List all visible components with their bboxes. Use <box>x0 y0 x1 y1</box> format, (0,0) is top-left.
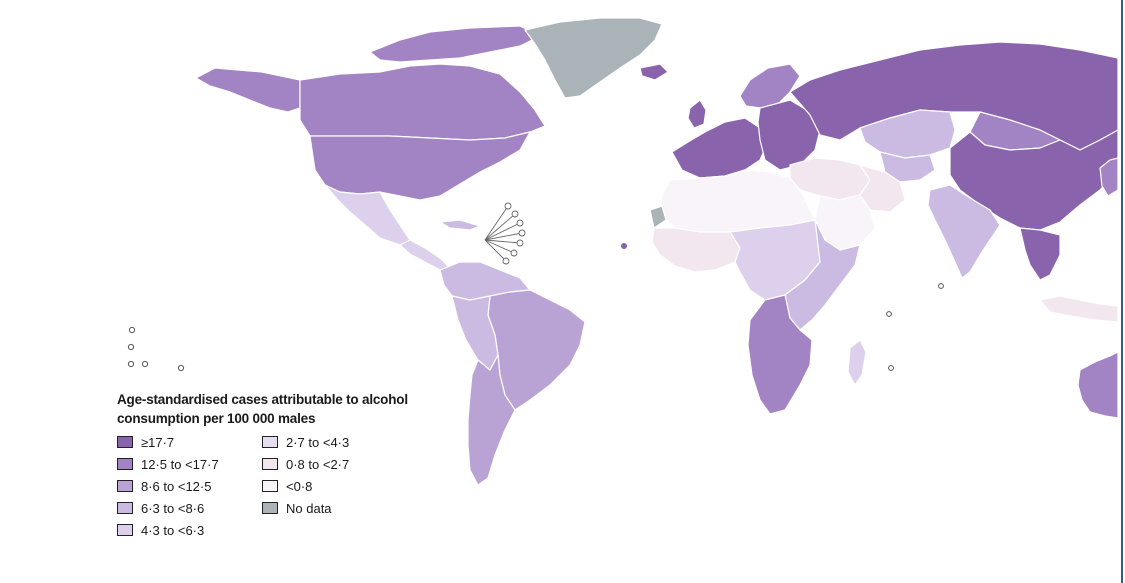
legend-swatch <box>117 480 133 492</box>
region-indonesia <box>1039 295 1119 323</box>
legend-label: 4·3 to <6·3 <box>141 522 205 538</box>
legend-swatch <box>117 436 133 448</box>
region-southeast-asia <box>1019 227 1061 281</box>
region-madagascar <box>847 339 867 386</box>
frame-border <box>1121 0 1123 583</box>
region-western-sahara <box>649 205 667 229</box>
island-marker <box>502 257 510 265</box>
legend-item: 0·8 to <2·7 <box>262 453 422 475</box>
region-iceland <box>639 63 669 81</box>
map-legend: Age-standardised cases attributable to a… <box>117 390 477 541</box>
region-cuba <box>439 219 481 231</box>
region-japan <box>1099 157 1119 197</box>
legend-label: No data <box>286 500 332 516</box>
region-east-africa <box>784 219 861 331</box>
island-marker <box>518 229 526 237</box>
legend-swatch <box>117 502 133 514</box>
legend-label: 6·3 to <8·6 <box>141 500 205 516</box>
legend-item: 12·5 to <17·7 <box>117 453 262 475</box>
island-marker <box>888 365 894 371</box>
region-southern-africa <box>747 294 813 415</box>
island-marker <box>504 202 512 210</box>
region-scandinavia <box>739 63 801 109</box>
legend-item: ≥17·7 <box>117 431 262 453</box>
region-india <box>927 184 1001 279</box>
legend-label: 8·6 to <12·5 <box>141 478 212 494</box>
legend-item: <0·8 <box>262 475 422 497</box>
legend-swatch <box>117 524 133 536</box>
region-central-america <box>399 239 451 271</box>
island-marker <box>516 219 524 227</box>
island-marker <box>886 311 892 317</box>
legend-swatch <box>262 480 278 492</box>
region-north-africa <box>659 169 816 233</box>
legend-swatch <box>262 458 278 470</box>
island-marker <box>516 239 524 247</box>
legend-label: <0·8 <box>286 478 313 494</box>
legend-label: ≥17·7 <box>141 434 175 450</box>
legend-title: Age-standardised cases attributable to a… <box>117 392 408 426</box>
region-iran <box>859 164 906 213</box>
island-marker <box>621 243 627 249</box>
island-marker <box>938 283 944 289</box>
legend-item: No data <box>262 497 422 519</box>
region-australia <box>1077 351 1119 419</box>
region-usa <box>309 131 531 201</box>
island-marker <box>141 360 149 368</box>
region-arctic-islands <box>369 25 541 63</box>
legend-swatch <box>262 436 278 448</box>
region-west-africa <box>651 227 741 273</box>
region-uk <box>687 99 707 129</box>
region-southern-cone <box>467 354 516 486</box>
island-marker <box>128 326 136 334</box>
legend-item: 2·7 to <4·3 <box>262 431 422 453</box>
region-alaska <box>195 67 301 113</box>
legend-swatch <box>117 458 133 470</box>
region-western-europe <box>671 117 769 179</box>
legend-item: 6·3 to <8·6 <box>117 497 262 519</box>
legend-label: 2·7 to <4·3 <box>286 434 350 450</box>
region-greenland <box>524 17 663 99</box>
legend-label: 12·5 to <17·7 <box>141 456 219 472</box>
legend-item: 8·6 to <12·5 <box>117 475 262 497</box>
island-marker <box>510 249 518 257</box>
island-marker <box>127 360 135 368</box>
island-marker <box>511 210 519 218</box>
legend-swatch <box>262 502 278 514</box>
legend-label: 0·8 to <2·7 <box>286 456 350 472</box>
island-marker <box>127 343 135 351</box>
legend-item: 4·3 to <6·3 <box>117 519 262 541</box>
region-canada <box>299 63 546 141</box>
legend-grid: ≥17·7 12·5 to <17·7 8·6 to <12·5 6·3 to … <box>117 431 477 541</box>
island-marker <box>177 364 185 372</box>
